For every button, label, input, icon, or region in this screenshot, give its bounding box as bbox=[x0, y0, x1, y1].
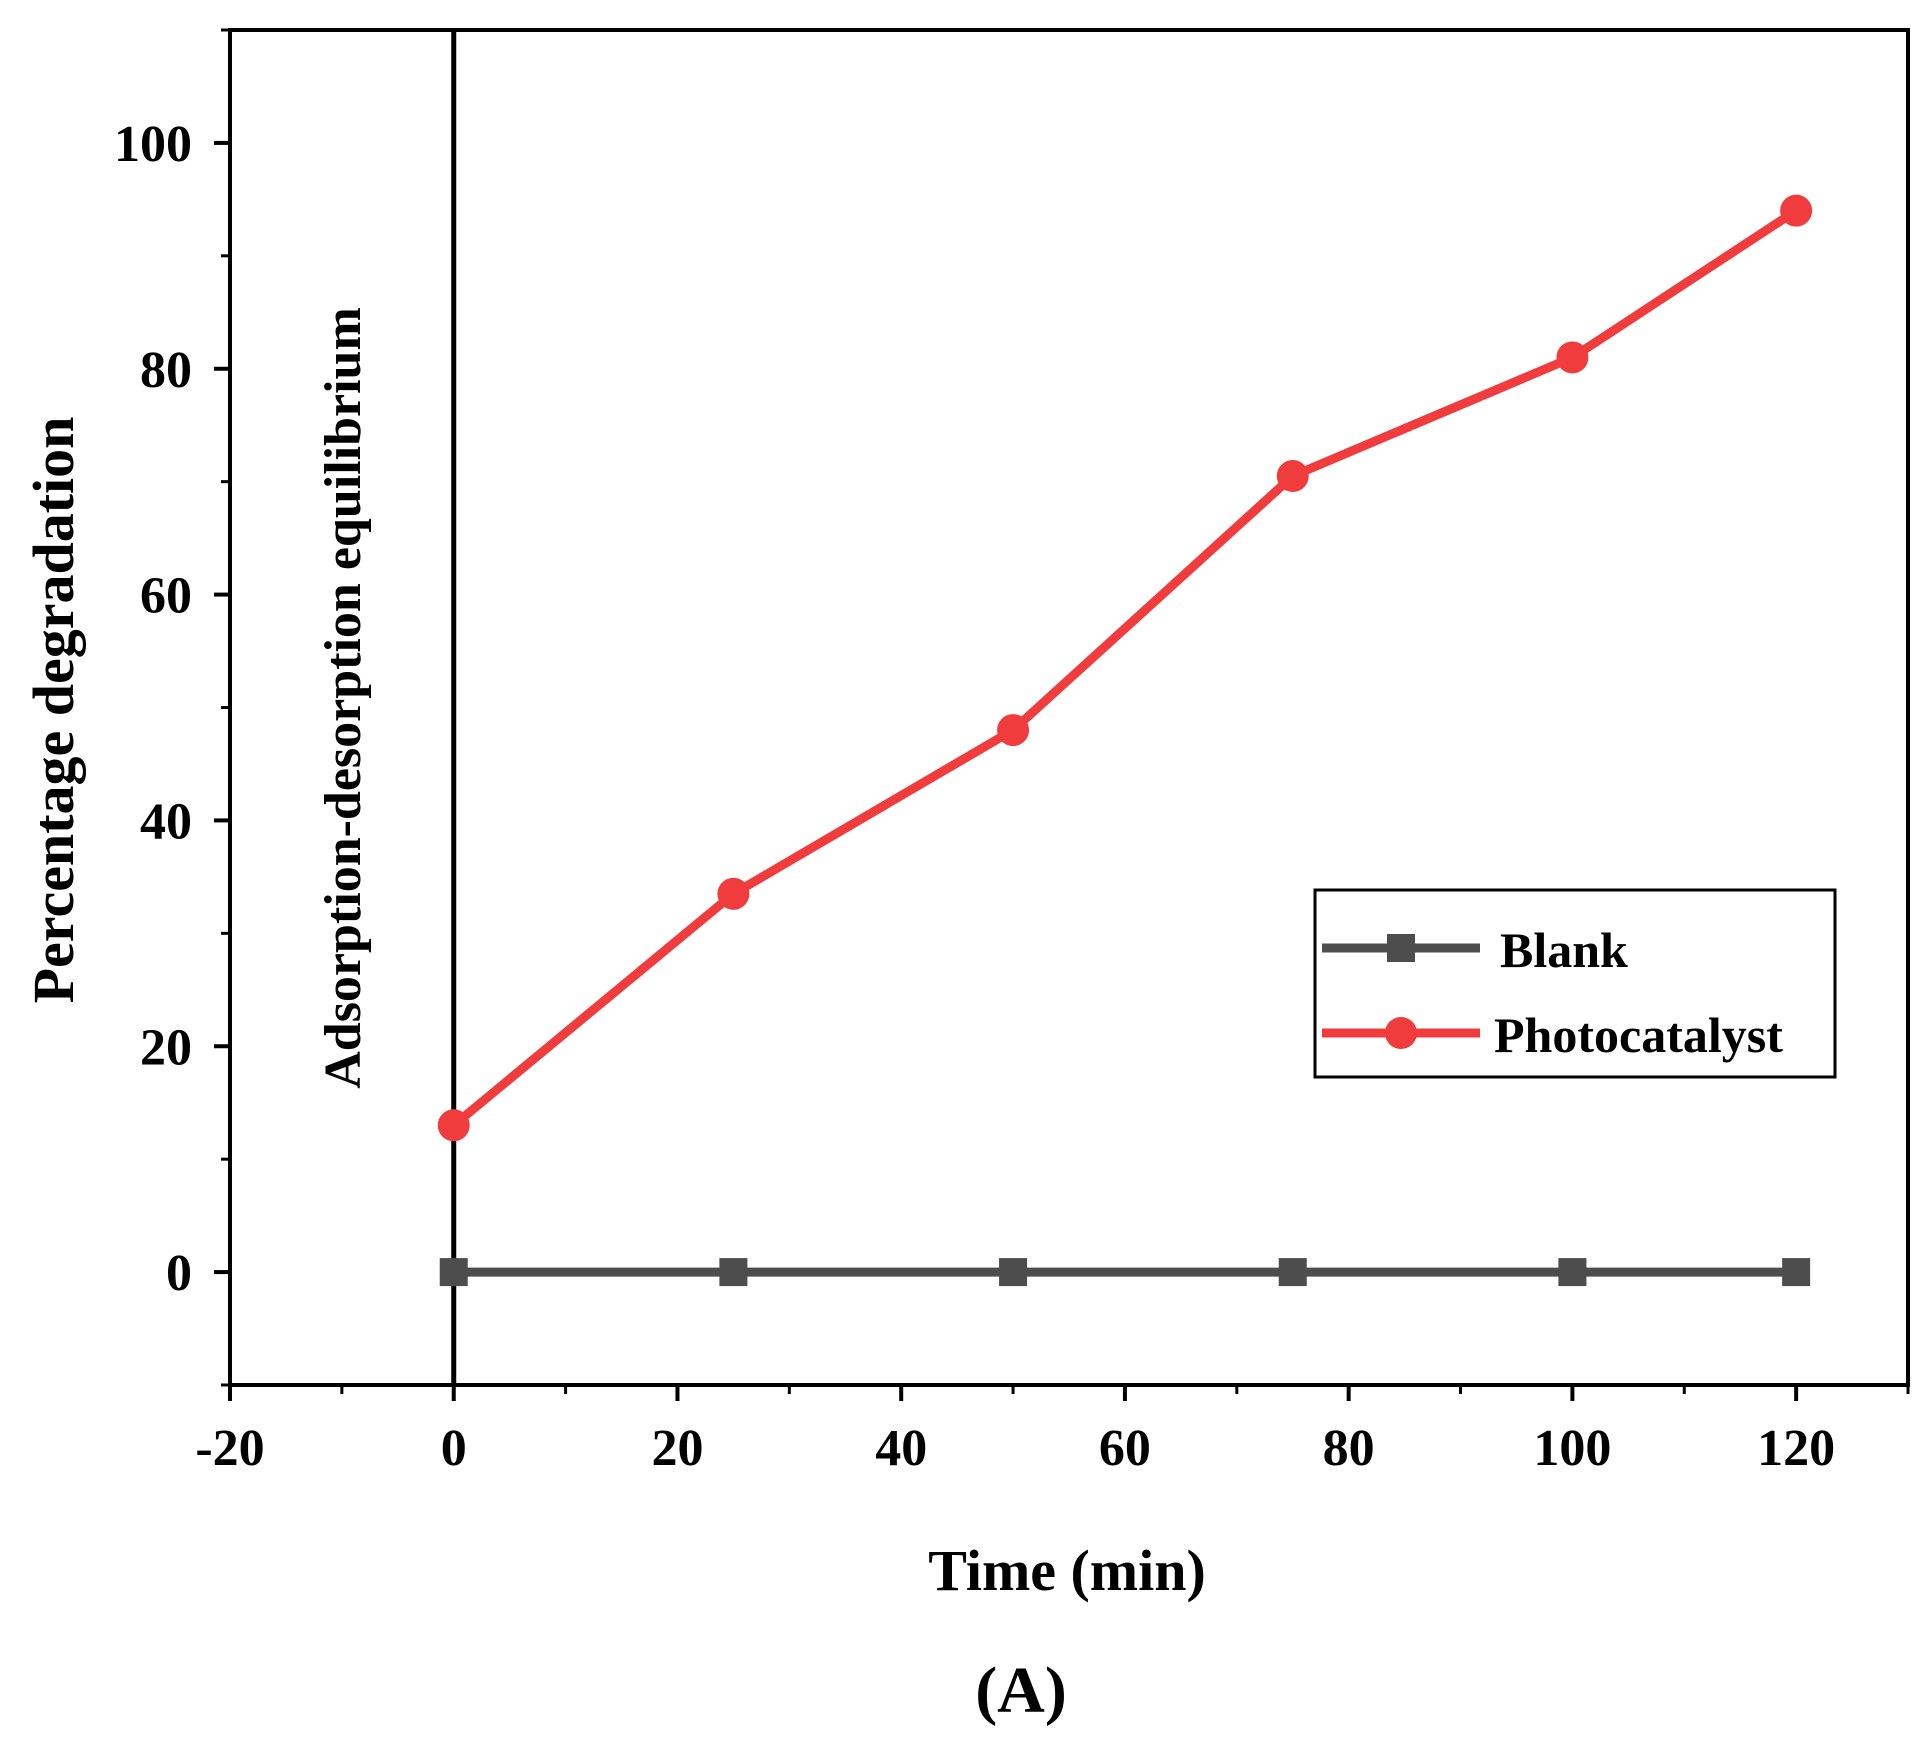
x-tick-label: 60 bbox=[1099, 1420, 1151, 1477]
series-line-photocatalyst bbox=[450, 206, 1799, 1129]
y-tick-label: 80 bbox=[140, 342, 192, 399]
data-point-blank bbox=[439, 1258, 468, 1287]
data-point-photocatalyst bbox=[1556, 341, 1589, 374]
x-tick-label: 0 bbox=[441, 1420, 467, 1477]
data-point-photocatalyst bbox=[1276, 460, 1309, 493]
y-tick-label: 100 bbox=[114, 116, 192, 173]
data-point-photocatalyst bbox=[717, 877, 750, 910]
legend-marker-blank bbox=[1387, 934, 1415, 962]
data-point-blank bbox=[1278, 1258, 1307, 1287]
data-point-blank bbox=[1782, 1258, 1811, 1287]
x-tick-label: 80 bbox=[1323, 1420, 1375, 1477]
series-layer bbox=[437, 194, 1813, 1287]
axis-ticks: -20 0 20 40 60 80 100 120 0 20 40 60 80 100 bbox=[114, 28, 1910, 1477]
data-point-photocatalyst bbox=[997, 714, 1030, 747]
y-tick-label: 20 bbox=[140, 1019, 192, 1076]
data-point-blank bbox=[719, 1258, 748, 1287]
panel-label: (A) bbox=[975, 1654, 1067, 1727]
x-tick-label: 100 bbox=[1533, 1420, 1611, 1477]
legend: Blank Photocatalyst bbox=[1313, 888, 1837, 1079]
data-point-blank bbox=[999, 1258, 1028, 1287]
y-tick-label: 40 bbox=[140, 793, 192, 850]
plot-frame bbox=[228, 28, 1910, 1387]
reference-line-annotation: Adsorption-desorption equilibrium bbox=[315, 307, 372, 1089]
legend-label-blank: Blank bbox=[1500, 922, 1628, 978]
x-tick-label: 40 bbox=[875, 1420, 927, 1477]
y-tick-label: 60 bbox=[140, 568, 192, 625]
x-tick-label: 20 bbox=[651, 1420, 703, 1477]
data-point-photocatalyst bbox=[1780, 194, 1813, 227]
x-tick-label: -20 bbox=[195, 1420, 264, 1477]
legend-marker-photocatalyst bbox=[1385, 1017, 1417, 1049]
y-axis-title: Percentage degradation bbox=[21, 417, 86, 1004]
x-axis-title: Time (min) bbox=[928, 1538, 1206, 1603]
x-tick-label: 120 bbox=[1757, 1420, 1835, 1477]
legend-label-photocatalyst: Photocatalyst bbox=[1494, 1007, 1783, 1063]
data-point-blank bbox=[1558, 1258, 1587, 1287]
data-point-photocatalyst bbox=[437, 1109, 470, 1142]
y-tick-label: 0 bbox=[166, 1245, 192, 1302]
